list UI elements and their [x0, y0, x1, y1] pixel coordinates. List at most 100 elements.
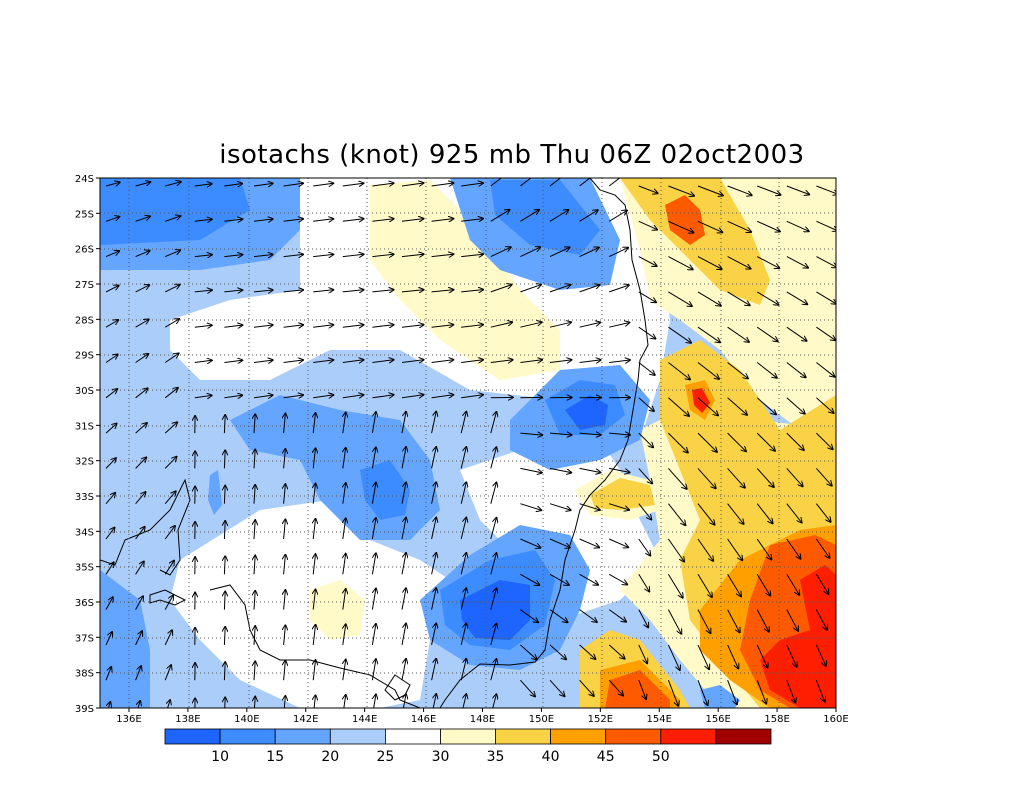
wind-vector: [697, 362, 719, 379]
wind-vector: [105, 528, 115, 540]
wind-vector: [401, 395, 423, 398]
gulf-st-vincent: [100, 478, 191, 576]
wind-vector: [313, 413, 315, 434]
isotach-10-15-center: [360, 460, 410, 520]
wind-vector: [579, 573, 598, 585]
wind-vector: [579, 178, 597, 187]
wind-vector: [668, 256, 692, 270]
wind-vector: [342, 360, 364, 363]
wind-vector: [490, 518, 497, 540]
wind-vector: [727, 503, 744, 524]
wind-vector: [727, 468, 745, 487]
wind-vector: [342, 254, 364, 256]
wind-vector: [608, 644, 624, 659]
wind-vector: [490, 210, 510, 222]
wind-vector: [284, 590, 286, 610]
wind-vector: [756, 538, 771, 560]
wind-vector: [401, 183, 423, 186]
isotach-30-35-west: [310, 580, 365, 640]
wind-vector: [490, 322, 512, 328]
wind-vector: [668, 468, 686, 489]
wind-vector: [667, 680, 678, 706]
lon-label: 140E: [234, 714, 259, 725]
wind-vector: [224, 521, 225, 540]
wind-vector: [284, 661, 286, 681]
wind-vector: [638, 220, 657, 229]
wind-vector: [401, 219, 424, 222]
lon-label: 152E: [588, 714, 613, 725]
wind-vector: [224, 592, 225, 610]
wind-vector: [254, 591, 255, 610]
wind-vector: [697, 644, 709, 669]
wind-vector: [431, 219, 454, 222]
wind-vector: [284, 449, 286, 469]
wind-vector: [254, 450, 255, 469]
wind-vector: [756, 468, 774, 487]
wind-vector: [520, 285, 541, 293]
wind-vector: [786, 397, 805, 414]
wind-vector: [520, 322, 541, 328]
wind-vector: [371, 518, 376, 540]
wind-vector: [727, 432, 746, 451]
wind-vector: [697, 432, 717, 452]
wind-vector: [343, 589, 346, 610]
lat-label: 37S: [75, 633, 94, 644]
wind-vector: [313, 695, 315, 708]
lon-label: 156E: [705, 714, 730, 725]
wind-vector: [283, 183, 303, 186]
wind-vector: [638, 185, 658, 193]
wind-vector: [756, 256, 779, 269]
wind-vector: [638, 326, 656, 338]
wind-vector: [105, 217, 119, 222]
wind-vector: [372, 395, 393, 398]
wind-vector: [401, 553, 406, 575]
wind-vector: [815, 644, 826, 666]
wind-vector: [816, 256, 836, 268]
wind-vector: [165, 250, 180, 258]
wind-vector: [224, 415, 225, 434]
wind-vector: [135, 596, 143, 610]
wind-vector: [816, 185, 836, 194]
colorbar-label: 50: [652, 749, 670, 765]
wind-vector: [283, 325, 304, 327]
wind-vector: [520, 503, 541, 511]
wind-vector: [254, 414, 255, 434]
wind-vector: [727, 574, 741, 596]
wind-vector: [135, 631, 143, 646]
wind-vector: [313, 219, 333, 222]
wind-vector: [254, 626, 255, 645]
wind-vector: [816, 220, 836, 230]
wind-vector: [757, 185, 780, 195]
wind-vector: [668, 362, 690, 380]
wind-vector: [165, 182, 181, 187]
wind-vector: [786, 326, 807, 341]
wind-vector: [609, 433, 630, 435]
wind-vector: [401, 659, 406, 681]
wind-vector: [461, 219, 483, 222]
wind-vector: [727, 362, 748, 379]
wind-vector: [372, 183, 393, 186]
wind-vector: [343, 554, 346, 575]
wind-vector: [727, 538, 743, 560]
wind-vector: [491, 694, 497, 708]
colorbar-swatch: [329, 728, 386, 745]
colorbar-swatch: [219, 728, 276, 745]
colorbar-swatch: [715, 728, 772, 745]
wind-vector: [579, 322, 601, 328]
wind-vector: [371, 589, 376, 610]
wind-vector: [786, 185, 809, 195]
wind-vector: [460, 482, 466, 504]
wind-vector: [371, 412, 376, 434]
wind-vector: [490, 483, 497, 504]
lat-label: 24S: [75, 174, 94, 185]
lon-label: 158E: [764, 714, 789, 725]
wind-vector: [313, 395, 333, 398]
wind-vector: [164, 596, 173, 610]
wind-vector: [313, 484, 315, 504]
wind-vector: [579, 679, 594, 696]
wind-vector: [135, 216, 150, 222]
wind-vector: [284, 625, 286, 645]
wind-vector: [638, 538, 651, 556]
wind-vector: [164, 285, 180, 293]
wind-vector: [401, 290, 424, 292]
